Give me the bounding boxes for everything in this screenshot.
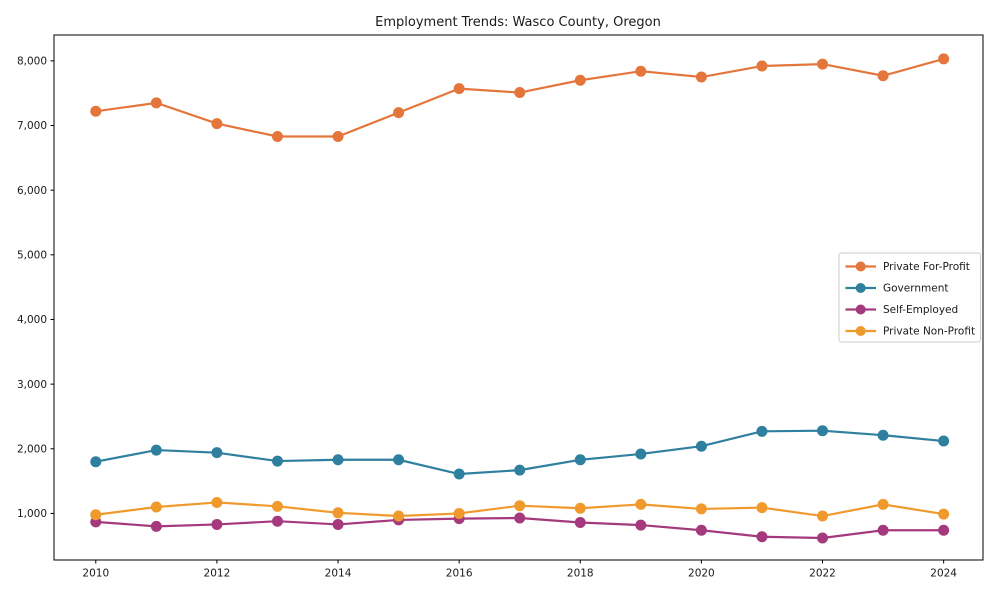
data-point-self-employed-2023 bbox=[877, 524, 889, 536]
data-point-private-non-profit-2012 bbox=[211, 496, 223, 508]
data-point-private-for-profit-2019 bbox=[635, 65, 647, 77]
legend-marker-self-employed bbox=[855, 304, 866, 315]
legend: Private For-Profit Government Self-Employe… bbox=[838, 252, 981, 343]
data-point-private-for-profit-2016 bbox=[453, 83, 465, 95]
legend-marker-private-non-profit bbox=[855, 326, 866, 336]
legend-label-government: Government bbox=[883, 283, 948, 295]
data-point-self-employed-2022 bbox=[817, 532, 829, 544]
y-tick-label: 1,000 bbox=[17, 508, 47, 520]
data-point-private-for-profit-2018 bbox=[574, 74, 586, 86]
x-tick-label: 2022 bbox=[809, 568, 836, 580]
data-point-self-employed-2014 bbox=[332, 518, 344, 530]
data-point-government-2016 bbox=[453, 468, 465, 480]
x-tick-label: 2012 bbox=[204, 568, 231, 580]
y-tick-label: 5,000 bbox=[17, 250, 47, 262]
data-point-private-non-profit-2013 bbox=[271, 500, 283, 512]
data-point-private-non-profit-2011 bbox=[150, 501, 162, 513]
data-point-government-2018 bbox=[574, 454, 586, 466]
data-point-private-for-profit-2020 bbox=[695, 71, 707, 83]
x-axis: 2010 2012 2014 2016 2018 2020 2022 2024 bbox=[82, 560, 957, 580]
data-point-government-2023 bbox=[877, 429, 889, 441]
legend-box bbox=[838, 252, 981, 343]
y-tick-label: 8,000 bbox=[17, 56, 47, 68]
legend-label-self-employed: Self-Employed bbox=[883, 304, 958, 316]
data-point-private-non-profit-2023 bbox=[877, 498, 889, 510]
data-point-private-non-profit-2024 bbox=[938, 508, 950, 520]
data-point-private-non-profit-2022 bbox=[817, 510, 829, 522]
data-point-government-2013 bbox=[271, 455, 283, 467]
data-point-private-non-profit-2021 bbox=[756, 502, 768, 514]
data-point-private-for-profit-2017 bbox=[514, 87, 526, 99]
y-tick-label: 4,000 bbox=[17, 314, 47, 326]
data-point-private-non-profit-2016 bbox=[453, 507, 465, 519]
x-tick-label: 2014 bbox=[325, 568, 352, 580]
y-axis: 1,000 2,000 3,000 4,000 5,000 6,000 7,000 8,000 bbox=[17, 56, 54, 520]
data-point-government-2019 bbox=[635, 448, 647, 460]
y-tick-label: 2,000 bbox=[17, 443, 47, 455]
x-tick-label: 2020 bbox=[688, 568, 715, 580]
data-point-self-employed-2012 bbox=[211, 518, 223, 530]
data-point-private-non-profit-2015 bbox=[393, 510, 405, 522]
data-point-private-for-profit-2012 bbox=[211, 118, 223, 130]
data-point-self-employed-2020 bbox=[695, 524, 707, 536]
data-point-private-for-profit-2011 bbox=[150, 97, 162, 109]
plot-frame bbox=[53, 34, 984, 561]
chart-title: Employment Trends: Wasco County, Oregon bbox=[375, 15, 661, 30]
data-point-self-employed-2013 bbox=[271, 515, 283, 527]
data-point-government-2011 bbox=[150, 444, 162, 456]
data-point-private-non-profit-2020 bbox=[695, 503, 707, 515]
legend-label-private-non-profit: Private Non-Profit bbox=[883, 326, 975, 338]
data-point-government-2022 bbox=[817, 425, 829, 437]
data-point-private-non-profit-2019 bbox=[635, 498, 647, 510]
legend-label-private-for-profit: Private For-Profit bbox=[883, 261, 970, 273]
series-layer bbox=[90, 53, 950, 544]
data-point-government-2014 bbox=[332, 454, 344, 466]
data-point-government-2010 bbox=[90, 456, 102, 468]
data-point-self-employed-2024 bbox=[938, 524, 950, 536]
data-point-private-for-profit-2022 bbox=[817, 58, 829, 70]
data-point-government-2015 bbox=[393, 454, 405, 466]
x-tick-label: 2010 bbox=[82, 568, 109, 580]
data-point-private-for-profit-2015 bbox=[393, 107, 405, 119]
legend-marker-government bbox=[855, 283, 866, 293]
x-tick-label: 2018 bbox=[567, 568, 594, 580]
x-tick-label: 2016 bbox=[446, 568, 473, 580]
data-point-private-for-profit-2021 bbox=[756, 60, 768, 72]
data-point-government-2020 bbox=[695, 440, 707, 452]
y-tick-label: 6,000 bbox=[17, 185, 47, 197]
data-point-private-non-profit-2010 bbox=[90, 509, 102, 521]
data-point-private-for-profit-2010 bbox=[90, 105, 102, 117]
data-point-private-non-profit-2014 bbox=[332, 507, 344, 519]
data-point-private-for-profit-2013 bbox=[271, 131, 283, 143]
data-point-self-employed-2018 bbox=[574, 517, 586, 528]
data-point-self-employed-2021 bbox=[756, 531, 768, 543]
data-point-government-2012 bbox=[211, 447, 223, 459]
y-tick-label: 7,000 bbox=[17, 120, 47, 132]
x-tick-label: 2024 bbox=[930, 568, 957, 580]
data-point-self-employed-2011 bbox=[150, 520, 162, 532]
data-point-private-for-profit-2023 bbox=[877, 70, 889, 82]
data-point-private-non-profit-2018 bbox=[574, 502, 586, 514]
data-point-government-2021 bbox=[756, 425, 768, 437]
data-point-self-employed-2019 bbox=[635, 519, 647, 531]
data-point-self-employed-2017 bbox=[514, 512, 526, 524]
data-point-private-for-profit-2014 bbox=[332, 131, 344, 143]
y-tick-label: 3,000 bbox=[17, 379, 47, 391]
data-point-private-non-profit-2017 bbox=[514, 500, 526, 512]
legend-marker-private-for-profit bbox=[855, 261, 866, 272]
data-point-private-for-profit-2024 bbox=[938, 53, 950, 65]
data-point-government-2024 bbox=[938, 435, 950, 447]
data-point-government-2017 bbox=[514, 464, 526, 476]
